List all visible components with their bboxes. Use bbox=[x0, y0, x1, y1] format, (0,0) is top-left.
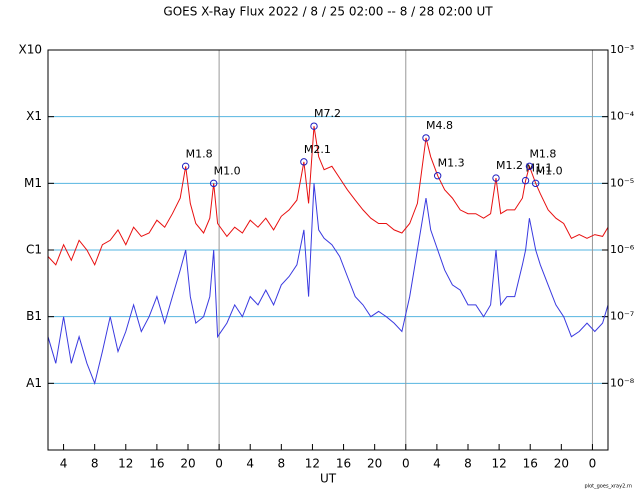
x-tick-label: 20 bbox=[180, 457, 195, 471]
y2-tick-label: 10⁻⁴ bbox=[610, 110, 635, 123]
flux-line bbox=[47, 183, 609, 385]
x-tick-label: 4 bbox=[60, 457, 68, 471]
x-tick-label: 8 bbox=[91, 457, 99, 471]
x-tick-label: 4 bbox=[246, 457, 254, 471]
y2-tick-label: 10⁻³ bbox=[610, 43, 634, 56]
flare-marker bbox=[310, 122, 318, 130]
x-tick-label: 0 bbox=[402, 457, 410, 471]
footer: plot_goes_xray2.rn bbox=[585, 484, 632, 490]
flare-marker bbox=[300, 158, 308, 166]
y-tick-label: B1 bbox=[26, 309, 42, 323]
flare-marker bbox=[525, 162, 534, 171]
y-tick-label: X10 bbox=[19, 43, 43, 57]
x-tick-label: 16 bbox=[523, 457, 538, 471]
flare-label: M1.0 bbox=[214, 164, 241, 177]
flare-label: M7.2 bbox=[314, 107, 341, 120]
x-tick-label: 20 bbox=[367, 457, 382, 471]
flare-marker bbox=[492, 174, 500, 182]
flare-label: M1.8 bbox=[529, 147, 556, 160]
flare-label: M1.3 bbox=[438, 157, 465, 170]
flare-label: M1.8 bbox=[186, 147, 213, 160]
flare-marker bbox=[531, 179, 540, 188]
x-tick-label: 0 bbox=[215, 457, 223, 471]
y-tick-label: X1 bbox=[26, 109, 42, 123]
y2-tick-label: 10⁻⁶ bbox=[610, 243, 635, 256]
chart-title: GOES X-Ray Flux 2022 / 8 / 25 02:00 -- 8… bbox=[163, 5, 493, 19]
flare-label: M1.0 bbox=[536, 164, 563, 177]
x-axis-label: UT bbox=[320, 472, 337, 486]
y2-tick-label: 10⁻⁷ bbox=[610, 310, 634, 323]
x-tick-label: 0 bbox=[589, 457, 597, 471]
flare-label: M2.1 bbox=[304, 143, 331, 156]
x-tick-label: 16 bbox=[336, 457, 351, 471]
x-tick-label: 16 bbox=[149, 457, 164, 471]
x-tick-label: 4 bbox=[433, 457, 441, 471]
flare-marker bbox=[433, 172, 442, 180]
y2-tick-label: 10⁻⁸ bbox=[610, 376, 635, 389]
x-tick-label: 12 bbox=[305, 457, 320, 471]
x-tick-label: 20 bbox=[554, 457, 569, 471]
x-tick-label: 8 bbox=[278, 457, 286, 471]
flare-label: M1.2 bbox=[496, 159, 523, 172]
x-tick-label: 12 bbox=[118, 457, 133, 471]
flux-line bbox=[47, 126, 609, 267]
x-tick-label: 8 bbox=[464, 457, 472, 471]
plot-frame bbox=[47, 49, 609, 451]
flare-marker bbox=[521, 176, 530, 185]
y-tick-label: A1 bbox=[26, 376, 42, 390]
flare-marker bbox=[209, 179, 218, 188]
y2-tick-label: 10⁻⁵ bbox=[610, 176, 634, 189]
x-tick-label: 12 bbox=[491, 457, 506, 471]
flare-marker bbox=[181, 162, 190, 171]
flare-label: M4.8 bbox=[426, 119, 453, 132]
y-tick-label: C1 bbox=[26, 243, 42, 257]
y-tick-label: M1 bbox=[24, 176, 42, 190]
flare-marker bbox=[422, 134, 430, 142]
